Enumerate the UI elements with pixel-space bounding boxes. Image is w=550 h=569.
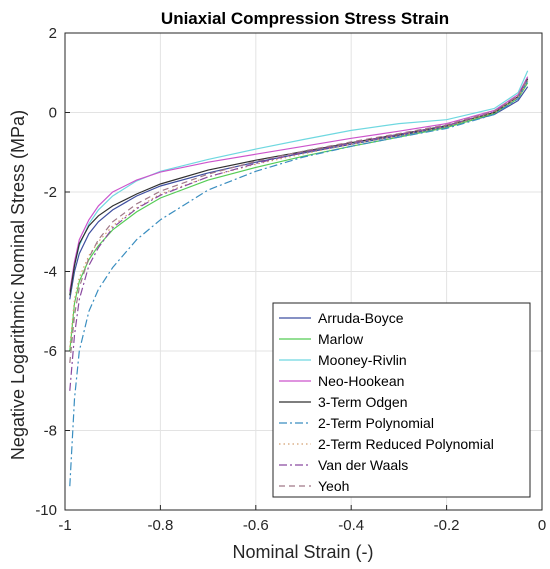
series-line-van-der-waals [69, 77, 529, 391]
legend-label: 3-Term Odgen [318, 394, 407, 410]
legend-label: Marlow [318, 331, 364, 347]
series-line-mooney-rivlin [69, 70, 529, 296]
x-tick-label: -0.6 [243, 517, 269, 534]
legend: Arruda-Boyce Marlow Mooney-Rivlin Neo-Hooke… [272, 302, 531, 498]
y-axis-label: Negative Logarithmic Nominal Stress (MPa… [8, 110, 28, 460]
y-tick-label: 0 [49, 105, 57, 122]
x-tick-label: -1 [58, 517, 71, 534]
series-line-neo-hookean [69, 76, 529, 292]
series-line-3-term-odgen [69, 78, 529, 296]
legend-box [272, 302, 531, 498]
x-tick-label: -0.2 [434, 517, 460, 534]
y-axis-ticks: 2 0 -2 -4 -6 -8 -10 [35, 25, 70, 519]
y-tick-label: -10 [35, 502, 57, 519]
legend-label: Yeoh [318, 478, 349, 494]
series-line-2-term-reduced-polynomial [69, 80, 529, 348]
x-tick-label: -0.8 [147, 517, 173, 534]
y-tick-label: -2 [44, 184, 57, 201]
legend-label: 2-Term Polynomial [318, 415, 434, 431]
series-line-2-term-polynomial [69, 80, 529, 487]
x-axis-label: Nominal Strain (-) [232, 542, 373, 562]
legend-label: Arruda-Boyce [318, 310, 404, 326]
plot-lines [69, 70, 529, 487]
y-tick-label: -6 [44, 343, 57, 360]
x-tick-label: 0 [538, 517, 546, 534]
x-axis-ticks: -1 -0.8 -0.6 -0.4 -0.2 0 [58, 505, 546, 534]
legend-label: 2-Term Reduced Polynomial [318, 436, 494, 452]
chart-title: Uniaxial Compression Stress Strain [161, 9, 449, 28]
legend-label: Mooney-Rivlin [318, 352, 407, 368]
series-line-marlow [69, 82, 529, 352]
y-tick-label: -4 [44, 264, 57, 281]
legend-label: Van der Waals [318, 457, 408, 473]
y-tick-label: 2 [49, 25, 57, 42]
x-tick-label: -0.4 [338, 517, 364, 534]
y-tick-label: -8 [44, 423, 57, 440]
legend-label: Neo-Hookean [318, 373, 404, 389]
